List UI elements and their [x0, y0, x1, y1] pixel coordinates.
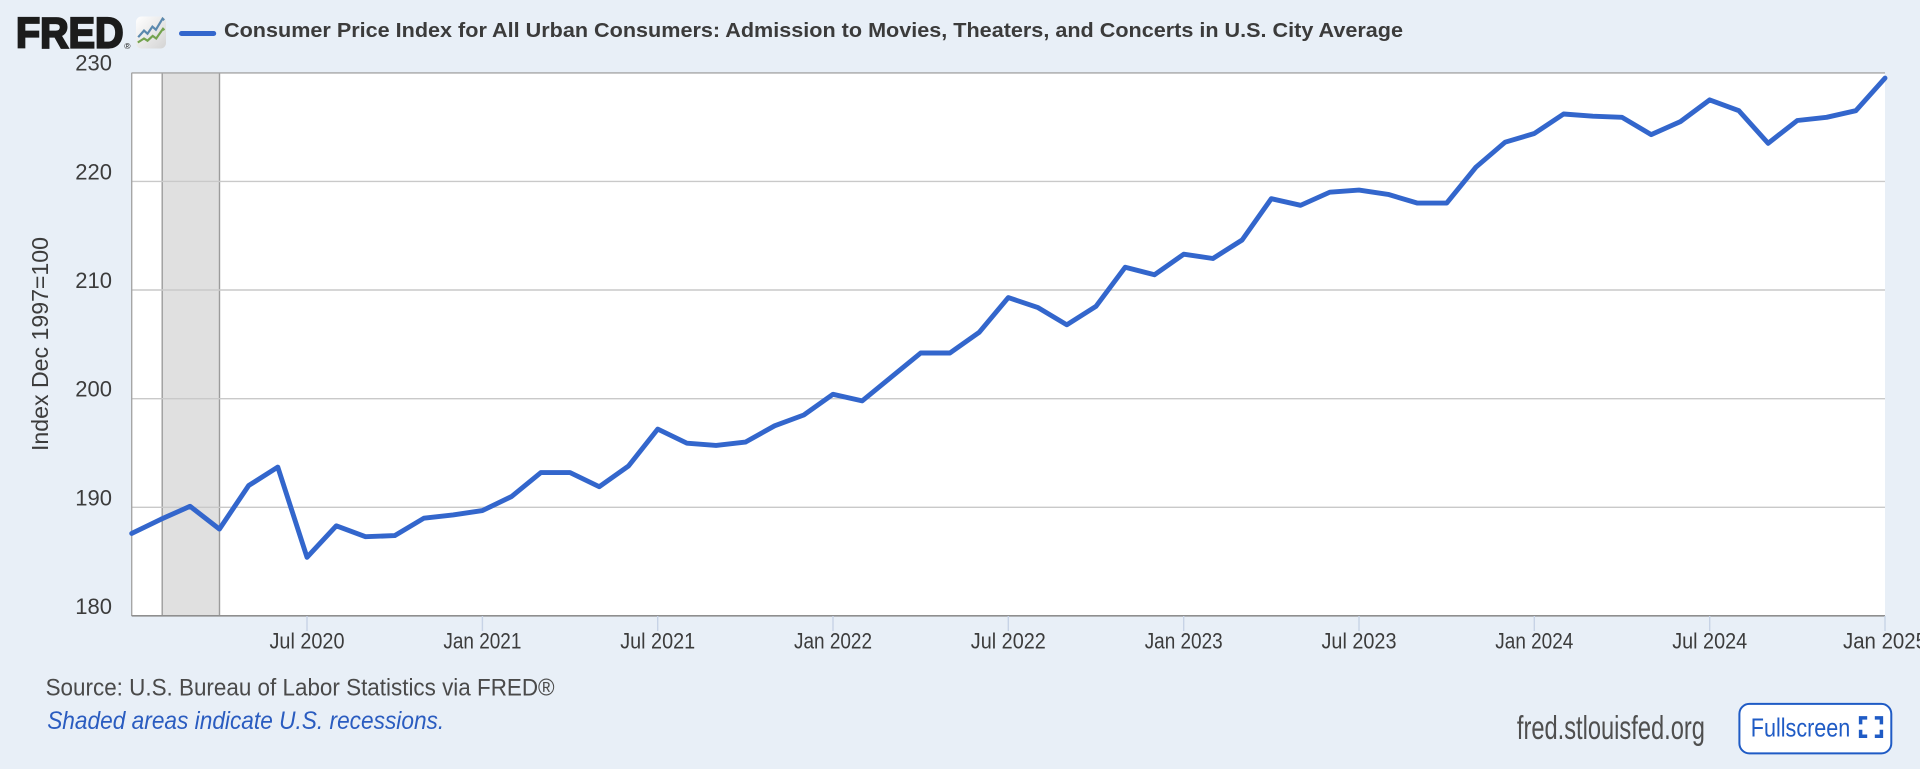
svg-text:Jul 2020: Jul 2020	[270, 629, 345, 654]
svg-text:Jul 2021: Jul 2021	[620, 629, 695, 654]
svg-text:190: 190	[75, 485, 112, 510]
svg-text:Jan 2021: Jan 2021	[443, 629, 521, 654]
svg-text:Jan 2022: Jan 2022	[794, 629, 872, 654]
svg-text:Source: U.S. Bureau of Labor S: Source: U.S. Bureau of Labor Statistics …	[46, 674, 555, 701]
svg-text:fred.stlouisfed.org: fred.stlouisfed.org	[1517, 709, 1705, 746]
svg-text:Jan 2024: Jan 2024	[1495, 629, 1573, 654]
svg-text:Jul 2022: Jul 2022	[971, 629, 1046, 654]
svg-text:220: 220	[75, 159, 112, 184]
svg-text:Jul 2024: Jul 2024	[1672, 629, 1747, 654]
svg-text:210: 210	[75, 268, 112, 293]
svg-text:180: 180	[75, 594, 112, 619]
svg-text:®: ®	[124, 41, 131, 51]
svg-text:200: 200	[75, 377, 112, 402]
svg-text:Fullscreen: Fullscreen	[1751, 713, 1851, 743]
svg-text:Jul 2023: Jul 2023	[1322, 629, 1397, 654]
svg-text:FRED: FRED	[16, 10, 124, 58]
svg-text:230: 230	[75, 51, 112, 76]
svg-text:Shaded areas indicate U.S. rec: Shaded areas indicate U.S. recessions.	[47, 707, 444, 735]
svg-text:Index Dec 1997=100: Index Dec 1997=100	[27, 237, 53, 451]
svg-text:Consumer Price Index for All U: Consumer Price Index for All Urban Consu…	[224, 19, 1403, 42]
svg-text:Jan 2023: Jan 2023	[1145, 629, 1223, 654]
svg-text:Jan 2025: Jan 2025	[1843, 629, 1920, 654]
